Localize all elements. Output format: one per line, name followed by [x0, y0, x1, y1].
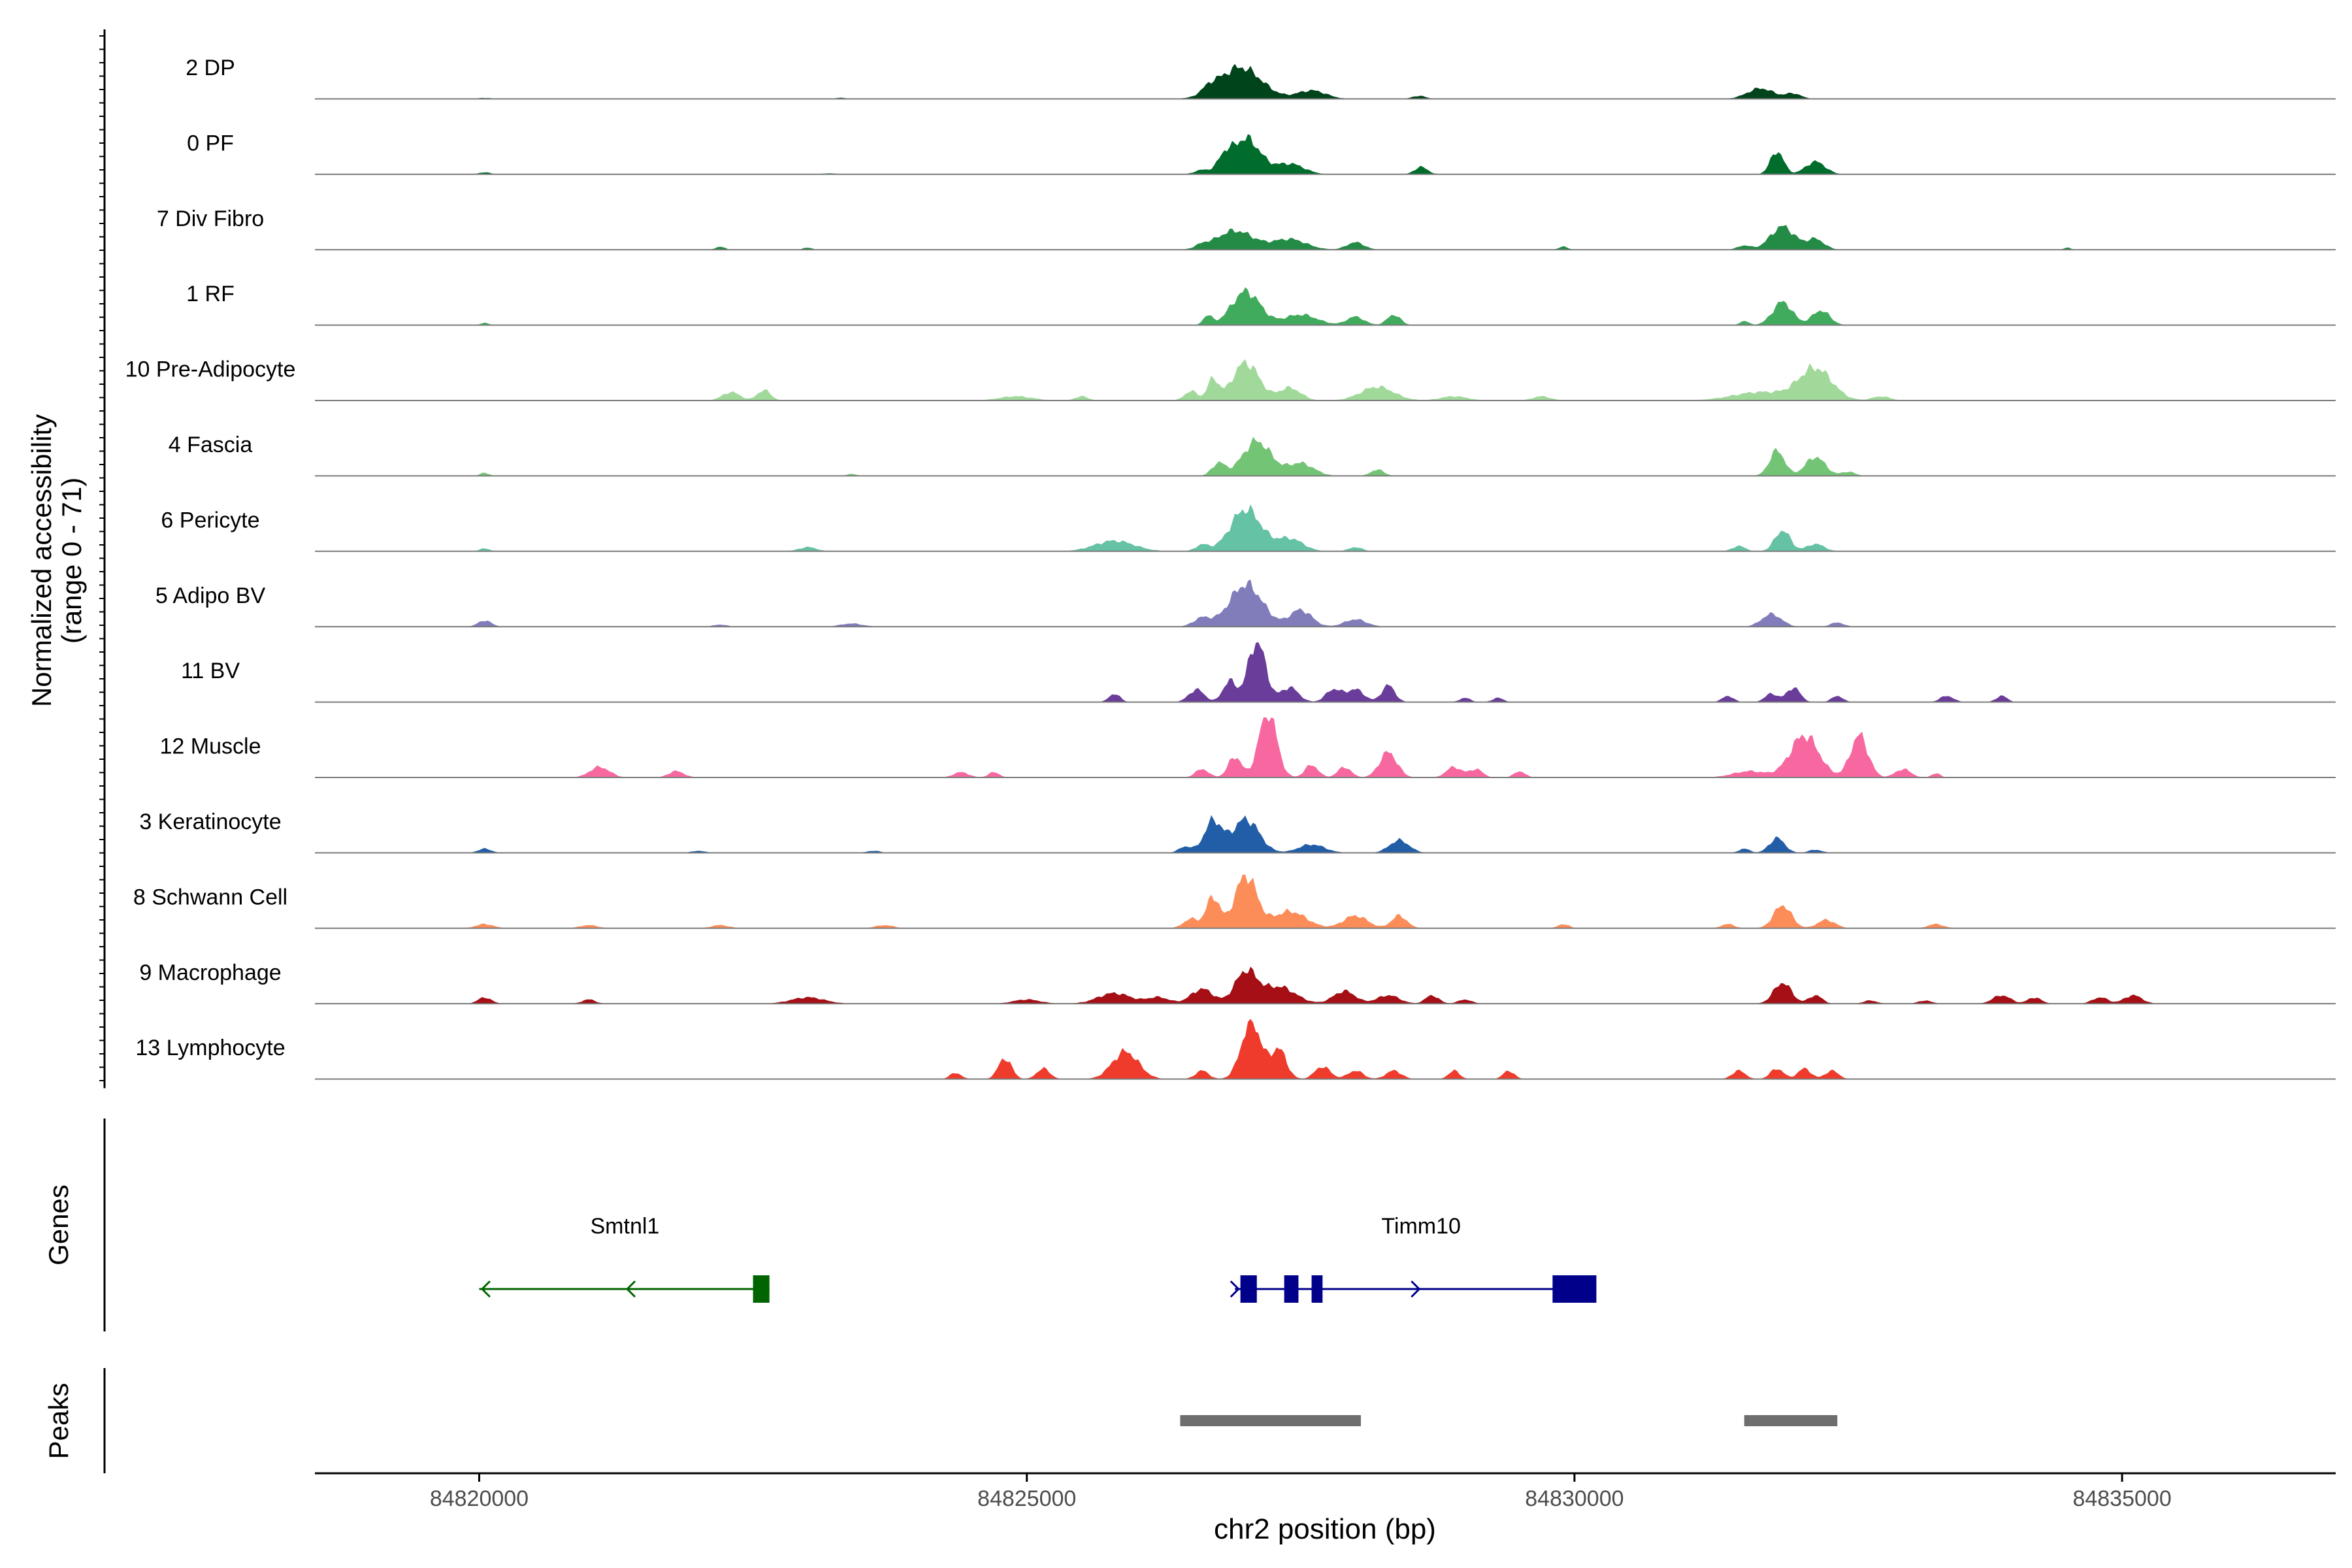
track-9: [315, 642, 2336, 703]
y-axis-range-label: (range 0 - 71): [56, 478, 87, 644]
exon: [1552, 1275, 1597, 1303]
coverage-area-3: [315, 225, 2336, 250]
track-label: 7 Div Fibro: [157, 206, 264, 231]
coverage-area-4: [315, 287, 2336, 325]
track-label: 0 PF: [187, 131, 234, 155]
track-label: 3 Keratinocyte: [139, 809, 281, 834]
coverage-area-6: [315, 436, 2336, 476]
coverage-area-2: [315, 134, 2336, 174]
peak-region: [1744, 1415, 1838, 1426]
x-tick-label: 84835000: [2072, 1486, 2171, 1511]
peaks-panel: [103, 1368, 1838, 1473]
exon: [1240, 1275, 1257, 1303]
track-label: 13 Lymphocyte: [135, 1036, 285, 1060]
exon: [1284, 1275, 1299, 1303]
track-label: 6 Pericyte: [161, 508, 259, 532]
strand-arrow: [1411, 1280, 1421, 1298]
y-axis: [99, 29, 106, 1088]
gene-Timm10: Timm10: [1230, 1214, 1597, 1303]
track-label: 1 RF: [186, 282, 235, 306]
x-axis: 84820000 84825000 84830000 84835000: [315, 1472, 2336, 1511]
track-11: [315, 815, 2336, 854]
strand-arrow: [480, 1280, 491, 1298]
x-tick-label: 84830000: [1525, 1486, 1624, 1511]
track-label: 10 Pre-Adipocyte: [125, 357, 296, 382]
strand-arrow: [1230, 1280, 1240, 1298]
x-tick-label: 84820000: [430, 1486, 529, 1511]
track-2: [315, 134, 2336, 175]
track-label: 5 Adipo BV: [155, 583, 266, 608]
exon: [753, 1275, 770, 1303]
track-13: [315, 966, 2336, 1005]
coverage-area-5: [315, 359, 2336, 400]
peaks-panel-label: Peaks: [43, 1383, 74, 1460]
gene-Smtnl1: Smtnl1: [479, 1214, 770, 1303]
track-label: 8 Schwann Cell: [133, 885, 287, 909]
gene-label: Timm10: [1381, 1214, 1461, 1239]
peak-region: [1180, 1415, 1361, 1426]
track-6: [315, 436, 2336, 477]
coverage-area-12: [315, 874, 2336, 928]
genes-panel-label: Genes: [43, 1184, 74, 1266]
track-label: 11 BV: [181, 659, 240, 683]
track-8: [315, 579, 2336, 628]
track-label: 9 Macrophage: [139, 960, 281, 985]
track-12: [315, 874, 2336, 929]
track-labels: 2 DP 0 PF 7 Div Fibro 1 RF 10 Pre-Adipocyte 4…: [125, 56, 296, 1060]
x-tick-label: 84825000: [977, 1486, 1076, 1511]
track-3: [315, 225, 2336, 251]
coverage-area-1: [315, 63, 2336, 99]
coverage-area-13: [315, 966, 2336, 1004]
coverage-area-11: [315, 815, 2336, 853]
track-10: [315, 717, 2336, 778]
coverage-area-7: [315, 504, 2336, 551]
exon: [1311, 1275, 1323, 1303]
track-4: [315, 287, 2336, 326]
genes-panel: Smtnl1 Timm10: [103, 1119, 1597, 1331]
coverage-tracks: [315, 63, 2336, 1080]
strand-arrow: [625, 1280, 636, 1298]
track-1: [315, 63, 2336, 100]
track-14: [315, 1019, 2336, 1080]
y-axis-label: Normalized accessibility: [26, 414, 57, 707]
track-label: 2 DP: [186, 56, 235, 80]
track-7: [315, 504, 2336, 552]
coverage-area-10: [315, 717, 2336, 777]
x-axis-label: chr2 position (bp): [1214, 1513, 1436, 1545]
gene-label: Smtnl1: [591, 1214, 660, 1239]
track-5: [315, 359, 2336, 401]
coverage-area-8: [315, 579, 2336, 627]
track-label: 12 Muscle: [160, 734, 261, 759]
coverage-area-14: [315, 1019, 2336, 1079]
track-label: 4 Fascia: [169, 433, 253, 457]
coverage-area-9: [315, 642, 2336, 702]
